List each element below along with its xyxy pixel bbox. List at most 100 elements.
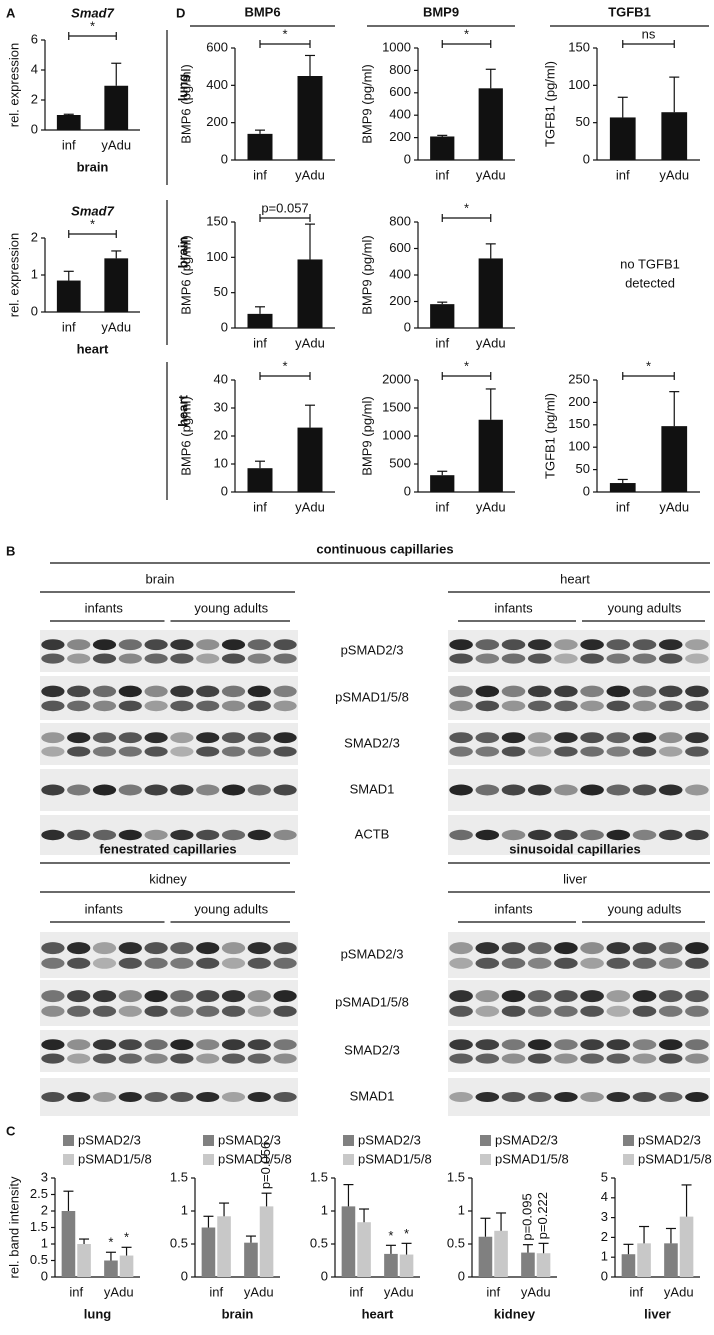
- bar: [247, 133, 273, 160]
- blot-band: [41, 990, 65, 1003]
- blot-band: [41, 732, 65, 744]
- blot-band: [170, 1092, 194, 1102]
- y-tick-label: 1500: [382, 399, 411, 414]
- blot-band: [144, 1039, 168, 1051]
- blot-band: [449, 829, 473, 841]
- y-tick-label: 800: [389, 213, 411, 228]
- y-tick-label: 100: [568, 439, 590, 454]
- blot-band: [554, 1039, 578, 1051]
- y-tick-label: 800: [389, 62, 411, 77]
- blot-band: [247, 1005, 271, 1017]
- blot-band: [118, 990, 142, 1003]
- blot-band: [475, 639, 500, 651]
- blot-band: [527, 746, 552, 757]
- annotation: *: [124, 1230, 129, 1245]
- blot-band: [554, 732, 578, 744]
- protein-label: SMAD1: [350, 781, 395, 796]
- x-tick-label: yAdu: [521, 1284, 551, 1299]
- blot-band: [527, 942, 552, 955]
- y-tick-label: 4: [601, 1189, 608, 1204]
- blot-band: [606, 1053, 631, 1064]
- blot-band: [606, 1039, 631, 1051]
- blot-band: [67, 700, 91, 712]
- protein-label: pSMAD2/3: [341, 946, 404, 961]
- blot-band: [118, 685, 142, 698]
- blot-band: [67, 746, 91, 757]
- bar: [77, 1244, 91, 1277]
- bar: [56, 115, 81, 130]
- x-tick-label: inf: [253, 499, 267, 514]
- blot-image: [40, 980, 298, 1026]
- blot-band: [527, 653, 552, 664]
- annotation: *: [282, 26, 287, 41]
- panel-label: C: [6, 1123, 16, 1138]
- y-axis-label: rel. expression: [6, 43, 21, 128]
- blot-band: [449, 639, 473, 651]
- blot-band: [658, 746, 683, 757]
- y-tick-label: 600: [389, 84, 411, 99]
- tissue-label: kidney: [149, 871, 187, 886]
- bar: [478, 419, 503, 492]
- y-tick-label: 0: [41, 1268, 48, 1283]
- y-tick-label: 1: [181, 1202, 188, 1217]
- blot-band: [685, 957, 709, 969]
- blot-band: [449, 990, 473, 1003]
- blot-band: [144, 1092, 168, 1102]
- blot-band: [67, 957, 91, 969]
- blot-band: [606, 746, 631, 757]
- x-tick-label: inf: [629, 1284, 643, 1299]
- blot-band: [580, 732, 604, 744]
- blot-band: [118, 653, 142, 664]
- blot-band: [247, 829, 271, 841]
- blot-band: [118, 784, 142, 796]
- blot-band: [221, 639, 246, 651]
- blot-band: [449, 1092, 473, 1102]
- blot-band: [247, 1039, 271, 1051]
- blot-band: [118, 700, 142, 712]
- blot-band: [685, 700, 709, 712]
- y-tick-label: 200: [389, 129, 411, 144]
- protein-label: pSMAD2/3: [341, 642, 404, 657]
- blot-band: [685, 746, 709, 757]
- blot-band: [606, 700, 631, 712]
- legend-swatch: [343, 1135, 354, 1146]
- blot-band: [449, 942, 473, 955]
- blot-band: [41, 1092, 65, 1102]
- blot-band: [273, 990, 297, 1003]
- x-tick-label: inf: [209, 1284, 223, 1299]
- y-tick-label: 2: [31, 91, 38, 106]
- y-tick-label: 2.5: [30, 1186, 48, 1201]
- blot-band: [170, 700, 194, 712]
- blot-band: [247, 746, 271, 757]
- group-label: young adults: [608, 901, 682, 916]
- blot-band: [170, 957, 194, 969]
- y-tick-label: 0.5: [30, 1252, 48, 1267]
- legend-label: pSMAD1/5/8: [358, 1151, 432, 1166]
- blot-band: [144, 829, 168, 841]
- blot-band: [685, 1039, 709, 1051]
- row-header: heart: [175, 394, 190, 426]
- blot-band: [67, 732, 91, 744]
- blot-band: [501, 1039, 526, 1051]
- annotation: *: [108, 1235, 113, 1250]
- bar: [247, 313, 273, 328]
- x-tick-label: yAdu: [101, 137, 131, 152]
- x-tick-label: inf: [253, 167, 267, 182]
- y-tick-label: 200: [568, 394, 590, 409]
- annotation: p=0.057: [261, 200, 308, 215]
- bar: [244, 1242, 258, 1277]
- y-tick-label: 150: [206, 213, 228, 228]
- blot-band: [221, 1039, 246, 1051]
- y-tick-label: 3: [41, 1169, 48, 1184]
- blot-band: [580, 700, 604, 712]
- y-axis-label: BMP6 (pg/ml): [178, 235, 193, 314]
- legend-swatch: [623, 1154, 634, 1165]
- blot-band: [41, 746, 65, 757]
- legend-swatch: [63, 1135, 74, 1146]
- blot-band: [221, 942, 246, 955]
- blot-band: [92, 990, 117, 1003]
- bar: [201, 1227, 216, 1277]
- blot-band: [658, 639, 683, 651]
- blot-band: [685, 685, 709, 698]
